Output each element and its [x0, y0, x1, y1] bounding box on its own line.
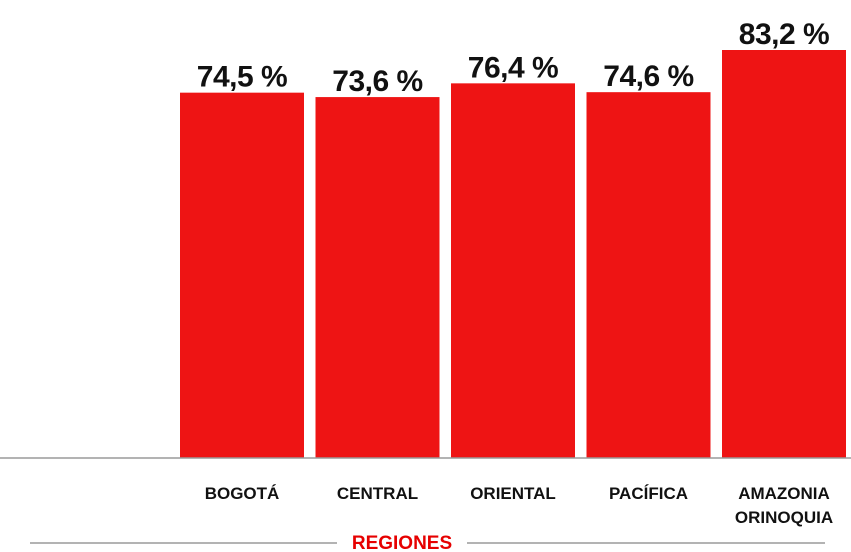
- bar-1: [180, 92, 304, 459]
- category-label-5-line-1: AMAZONIA: [738, 484, 830, 503]
- value-label-1: 74,5 %: [197, 61, 287, 94]
- bar-5: [722, 50, 846, 458]
- value-label-4: 74,6 %: [603, 60, 693, 93]
- category-label-4: PACÍFICA: [609, 484, 688, 503]
- category-label-2: CENTRAL: [337, 484, 418, 503]
- x-axis-title: REGIONES: [352, 533, 452, 552]
- category-label-5-line-2: ORINOQUIA: [735, 508, 833, 527]
- bars-group: [180, 50, 846, 459]
- category-labels-group: BOGOTÁ CENTRAL ORIENTAL PACÍFICA AMAZONIA ORI…: [205, 484, 833, 527]
- bar-4: [586, 92, 711, 458]
- value-label-2: 73,6 %: [332, 65, 422, 98]
- category-label-3: ORIENTAL: [470, 484, 556, 503]
- category-label-1: BOGOTÁ: [205, 484, 280, 503]
- bar-3: [451, 83, 575, 458]
- value-labels-group: 74,5 % 73,6 % 76,4 % 74,6 % 83,2 %: [197, 18, 830, 98]
- value-label-3: 76,4 %: [468, 51, 558, 84]
- value-label-5: 83,2 %: [739, 18, 829, 51]
- bar-2: [315, 97, 440, 459]
